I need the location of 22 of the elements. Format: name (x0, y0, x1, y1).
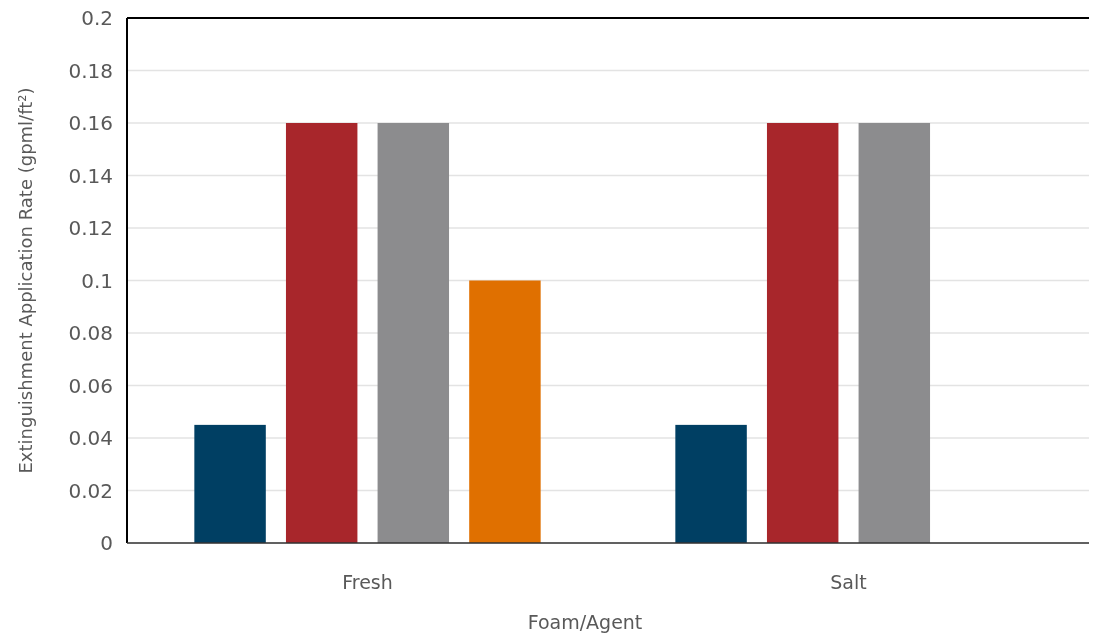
x-axis-title: Foam/Agent (527, 611, 643, 633)
bar (858, 123, 931, 543)
y-tick-label: 0.16 (68, 111, 113, 135)
y-tick-label: 0.02 (68, 478, 113, 503)
y-tick-label: 0.1 (81, 268, 113, 293)
y-tick-label: 0 (100, 531, 113, 555)
y-tick-label: 0.18 (68, 58, 113, 83)
y-axis-title: Extinguishment Application Rate (gpml/ft²) (15, 87, 37, 474)
y-tick-label: 0.04 (68, 426, 113, 450)
bar (377, 123, 450, 543)
bar (766, 123, 839, 543)
bar (675, 424, 747, 543)
bar (469, 280, 541, 543)
x-tick-label: Salt (830, 571, 867, 593)
y-tick-label: 0.14 (68, 163, 113, 188)
bar (285, 123, 358, 543)
bar (194, 424, 266, 543)
y-tick-label: 0.06 (68, 373, 113, 398)
x-tick-label: Fresh (342, 571, 393, 593)
y-tick-label: 0.08 (68, 321, 113, 345)
y-tick-label: 0.12 (68, 216, 113, 240)
y-tick-label: 0.2 (81, 6, 113, 30)
